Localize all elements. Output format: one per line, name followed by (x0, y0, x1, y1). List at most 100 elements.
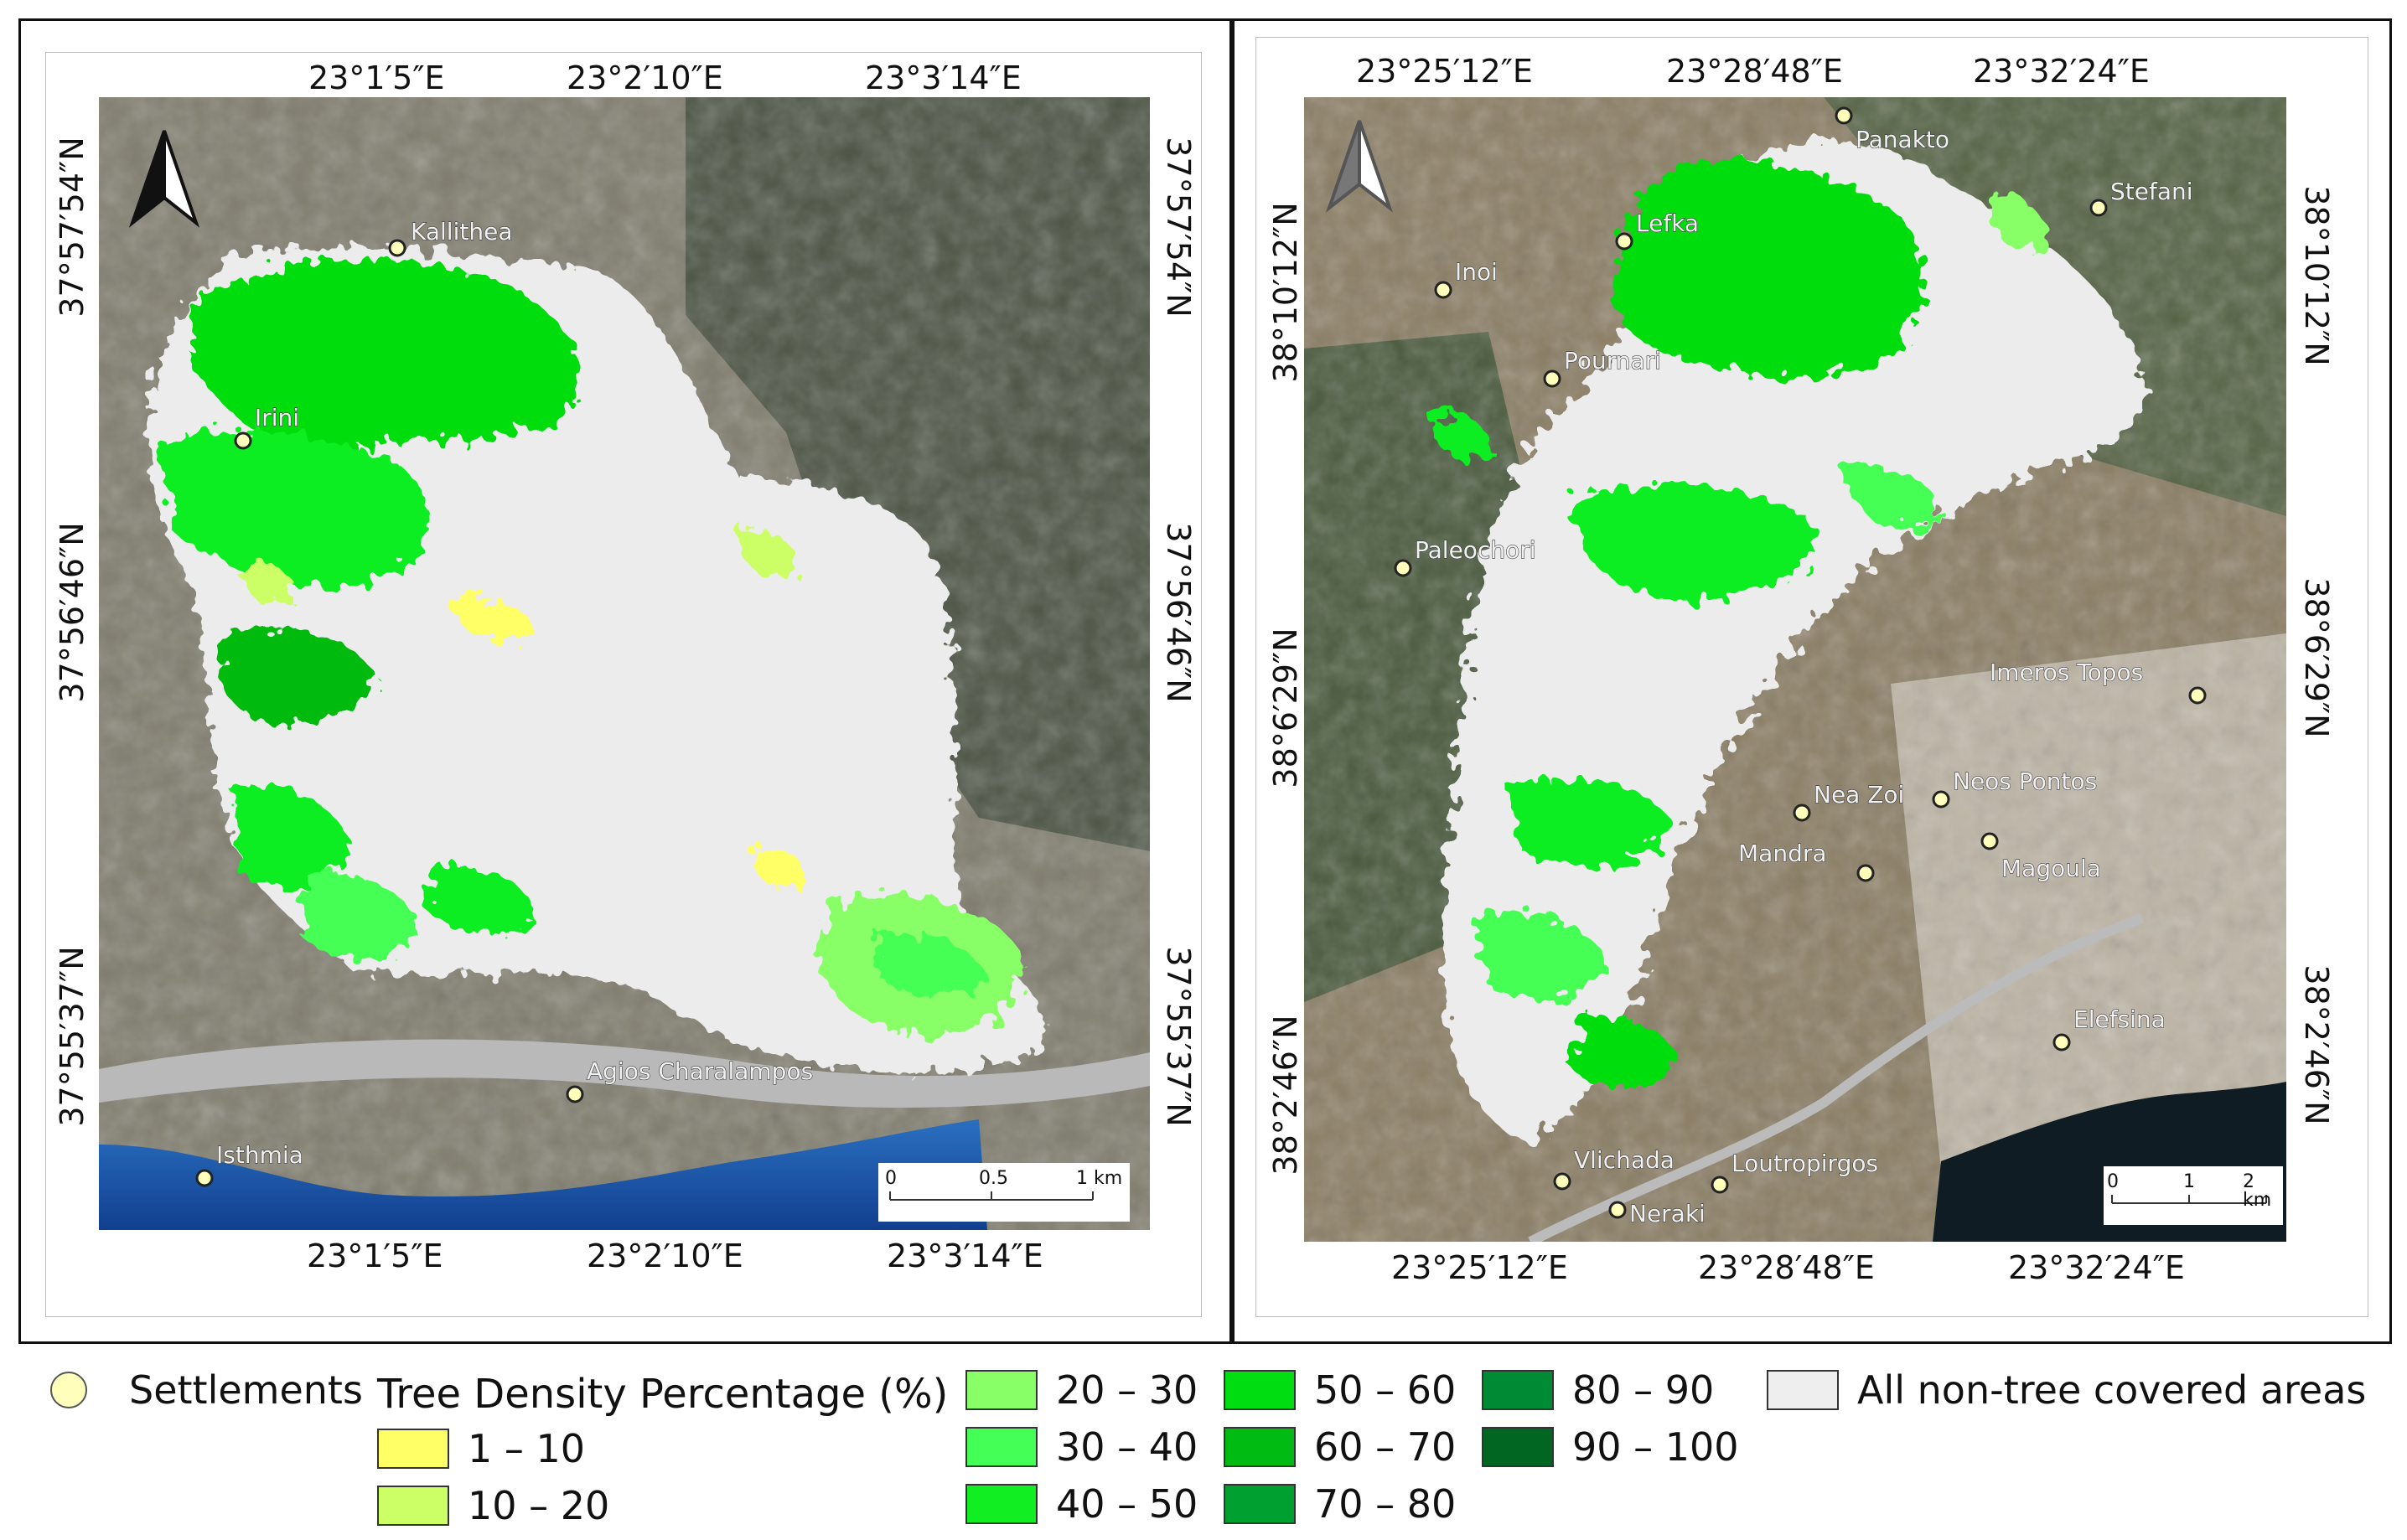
right-tree-cover (1430, 161, 2043, 1088)
settlement-marker-irini[interactable] (234, 432, 252, 450)
settlement-marker-mandra[interactable] (1856, 864, 1875, 882)
legend-swatch (1482, 1427, 1554, 1467)
left-north-arrow-icon (128, 130, 200, 228)
right-right-coord-2: 38°6′29″N (2298, 577, 2335, 738)
left-bottom-coord-3: 23°3′14″E (887, 1238, 1043, 1274)
legend-swatch (1224, 1427, 1296, 1467)
settlement-marker-kallithea[interactable] (388, 239, 406, 257)
right-scale-tick-0: 0 (2107, 1171, 2119, 1192)
legend-non-tree-label: All non-tree covered areas (1857, 1367, 2367, 1413)
settlement-marker-stefani[interactable] (2089, 199, 2108, 217)
settlement-label-imeros-topos: Imeros Topos (1990, 659, 2143, 686)
settlement-marker-inoi[interactable] (1434, 281, 1452, 299)
legend-swatch (965, 1484, 1038, 1524)
left-right-coord-3: 37°55′37″N (1160, 946, 1197, 1127)
legend-class-1-10: 1 – 10 (377, 1426, 585, 1471)
right-north-arrow-icon (1325, 120, 1394, 213)
left-left-coord-3: 37°55′37″N (54, 946, 91, 1127)
settlement-label-nea-zoi: Nea Zoi (1814, 781, 1904, 809)
right-bottom-coord-3: 23°32′24″E (2008, 1249, 2185, 1286)
legend-class-90-100: 90 – 100 (1482, 1424, 1739, 1470)
left-map-image[interactable]: Kallithea Irini Agios Charalampos Isthmi… (99, 97, 1150, 1230)
settlement-marker-magoula[interactable] (1980, 832, 1999, 850)
right-highway (1528, 913, 2145, 1242)
right-scale-tick-1: 1 (2183, 1171, 2195, 1192)
left-scale-tick-2: 1 km (1076, 1168, 1123, 1189)
legend-title: Tree Density Percentage (%) (377, 1371, 949, 1418)
legend-class-70-80: 70 – 80 (1224, 1481, 1456, 1527)
settlement-label-stefani: Stefani (2110, 178, 2193, 205)
legend-class-label: 20 – 30 (1056, 1367, 1198, 1413)
settlement-marker-pournari[interactable] (1543, 369, 1561, 388)
settlement-marker-lefka[interactable] (1615, 232, 1633, 251)
right-bottom-coord-2: 23°28′48″E (1698, 1249, 1875, 1286)
settlement-label-panakto: Panakto (1856, 126, 1949, 153)
left-scale-bar: 0 0.5 1 km (878, 1163, 1130, 1222)
settlement-label-kallithea: Kallithea (411, 218, 512, 245)
legend-swatch (377, 1486, 449, 1526)
settlement-marker-isthmia[interactable] (195, 1169, 214, 1187)
settlement-icon (50, 1372, 87, 1408)
legend-class-40-50: 40 – 50 (965, 1481, 1198, 1527)
settlement-label-pournari: Pournari (1564, 347, 1661, 375)
left-map-frame (18, 18, 1232, 1344)
legend-swatch (1224, 1484, 1296, 1524)
legend-class-label: 50 – 60 (1314, 1367, 1457, 1413)
legend-settlements-label: Settlements (129, 1367, 363, 1413)
left-settlement-markers: Kallithea Irini Agios Charalampos Isthmi… (195, 217, 814, 1187)
legend-class-label: 80 – 90 (1572, 1367, 1715, 1413)
settlement-marker-vlichada[interactable] (1553, 1172, 1571, 1191)
left-left-coord-2: 37°56′46″N (54, 522, 91, 703)
settlement-label-mandra: Mandra (1738, 840, 1827, 867)
settlement-label-agios-charalampos: Agios Charalampos (587, 1057, 813, 1085)
settlement-marker-neraki[interactable] (1608, 1201, 1627, 1219)
right-left-coord-2: 38°6′29″N (1267, 628, 1304, 788)
settlement-label-elefsina: Elefsina (2073, 1005, 2166, 1033)
settlement-label-neraki: Neraki (1629, 1200, 1706, 1227)
right-scale-bar: 0 1 2 km (2104, 1166, 2283, 1225)
legend-class-80-90: 80 – 90 (1482, 1367, 1714, 1413)
left-sea (99, 1119, 987, 1230)
right-scale-bar-graphic (2111, 1195, 2267, 1204)
left-left-coord-1: 37°57′54″N (54, 137, 91, 318)
left-top-coord-3: 23°3′14″E (865, 59, 1022, 96)
legend-swatch (1767, 1370, 1839, 1410)
right-right-coord-1: 38°10′12″N (2298, 185, 2335, 366)
left-scale-tick-1: 0.5 (979, 1168, 1008, 1189)
right-burn-area (1444, 141, 2146, 1145)
right-left-coord-3: 38°2′46″N (1267, 1015, 1304, 1176)
settlement-marker-paleochori[interactable] (1394, 559, 1412, 577)
left-tree-cover (158, 258, 1022, 1036)
right-right-coord-3: 38°2′46″N (2298, 964, 2335, 1125)
legend-class-label: 1 – 10 (468, 1426, 586, 1471)
legend-class-label: 40 – 50 (1056, 1481, 1198, 1527)
right-map-image[interactable]: Panakto Stefani Lefka Inoi Pournari Pale… (1304, 97, 2286, 1242)
legend-class-30-40: 30 – 40 (965, 1424, 1198, 1470)
legend-class-60-70: 60 – 70 (1224, 1424, 1456, 1470)
settlement-label-lefka: Lefka (1636, 209, 1699, 237)
legend-class-20-30: 20 – 30 (965, 1367, 1198, 1413)
legend-swatch (965, 1427, 1038, 1467)
settlement-label-vlichada: Vlichada (1574, 1146, 1675, 1174)
settlement-marker-elefsina[interactable] (2052, 1033, 2071, 1052)
settlement-label-neos-pontos: Neos Pontos (1953, 767, 2097, 795)
settlement-label-isthmia: Isthmia (216, 1141, 303, 1169)
settlement-label-loutropirgos: Loutropirgos (1731, 1150, 1878, 1177)
legend-class-label: 60 – 70 (1314, 1424, 1457, 1470)
left-scale-tick-0: 0 (885, 1168, 897, 1189)
settlement-marker-imeros-topos[interactable] (2188, 686, 2207, 705)
settlement-marker-nea-zoi[interactable] (1793, 804, 1811, 822)
legend-class-label: 10 – 20 (468, 1483, 610, 1528)
right-scale-tick-2: 2 km (2243, 1171, 2272, 1211)
legend-class-50-60: 50 – 60 (1224, 1367, 1456, 1413)
settlement-label-inoi: Inoi (1455, 258, 1498, 286)
right-top-coord-3: 23°32′24″E (1973, 53, 2150, 90)
left-highway (99, 1039, 1150, 1108)
right-map-frame (1232, 18, 2392, 1344)
settlement-marker-panakto[interactable] (1835, 106, 1853, 125)
left-top-coord-1: 23°1′5″E (308, 59, 445, 96)
settlement-marker-loutropirgos[interactable] (1711, 1176, 1729, 1194)
settlement-marker-agios-charalampos[interactable] (566, 1085, 584, 1103)
right-settlement-markers: Panakto Stefani Lefka Inoi Pournari Pale… (1394, 106, 2207, 1228)
settlement-marker-neos-pontos[interactable] (1932, 790, 1950, 809)
